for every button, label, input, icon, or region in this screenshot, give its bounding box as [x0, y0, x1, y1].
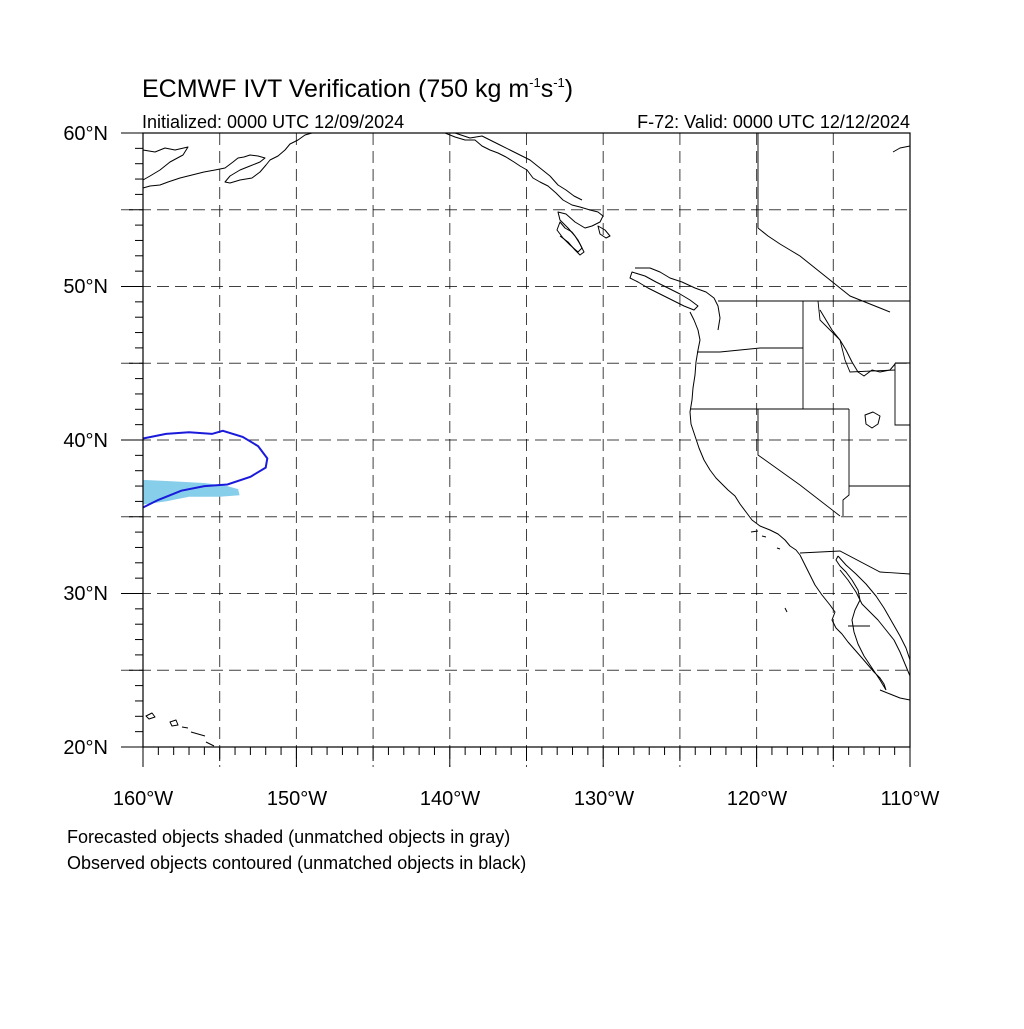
graticule [121, 133, 910, 767]
wyoming-border [894, 362, 910, 426]
idaho-montana-border [817, 300, 896, 373]
baja-california [799, 554, 887, 691]
channel-islands [750, 530, 788, 613]
map-title: ECMWF IVT Verification (750 kg m-1s-1) [142, 75, 573, 103]
lat-label-60: 60°N [63, 123, 108, 145]
lat-label-40: 40°N [63, 430, 108, 452]
lon-label-150w: 150°W [267, 788, 327, 810]
hawaii [145, 712, 215, 747]
vancouver-island [629, 267, 721, 331]
us-west-coast [689, 311, 801, 556]
lon-label-160w: 160°W [113, 788, 173, 810]
lon-label-110w: 110°W [881, 788, 940, 810]
latitude-labels: 20°N 30°N 40°N 50°N 60°N [63, 123, 108, 759]
inland-lakes [819, 309, 896, 377]
longitude-labels: 160°W 150°W 140°W 130°W 120°W 110°W [113, 788, 940, 810]
valid-label: F-72: Valid: 0000 UTC 12/12/2024 [637, 112, 910, 132]
nv-ut-border [842, 409, 850, 516]
initialized-label: Initialized: 0000 UTC 12/09/2024 [142, 112, 404, 132]
observed-note: Observed objects contoured (unmatched ob… [67, 853, 526, 873]
lat-label-20: 20°N [63, 737, 108, 759]
coastlines [142, 132, 911, 747]
forecast-note: Forecasted objects shaded (unmatched obj… [67, 827, 510, 847]
lon-label-130w: 130°W [574, 788, 634, 810]
wa-or-border [697, 347, 803, 353]
observed-object-contour [142, 429, 269, 509]
great-salt-lake [864, 411, 881, 429]
lon-label-140w: 140°W [420, 788, 480, 810]
lat-label-50: 50°N [63, 276, 108, 298]
ca-nv-border [757, 409, 841, 517]
lat-label-30: 30°N [63, 583, 108, 605]
axis-ticks [121, 132, 911, 767]
bc-islands [454, 132, 611, 253]
canada-top-right [757, 145, 911, 313]
lon-label-120w: 120°W [727, 788, 787, 810]
mexico-mainland [837, 555, 911, 701]
political-borders [691, 133, 911, 627]
verification-objects [142, 429, 269, 509]
us-mexico-border [799, 550, 911, 575]
